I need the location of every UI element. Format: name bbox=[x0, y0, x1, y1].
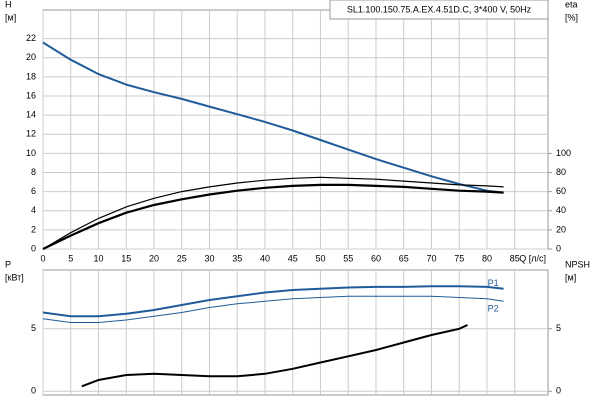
y2-tick-label: 40 bbox=[556, 205, 566, 215]
y-tick-label: 16 bbox=[26, 90, 36, 100]
y2-tick-label: 60 bbox=[556, 186, 566, 196]
x-tick-label: 45 bbox=[288, 253, 298, 263]
x-tick-label: 70 bbox=[426, 253, 436, 263]
y2-tick-label: 20 bbox=[556, 224, 566, 234]
x-tick-label: 0 bbox=[40, 253, 45, 263]
y-tick-label: 5 bbox=[31, 323, 36, 333]
y-tick-label: 2 bbox=[31, 224, 36, 234]
y-tick-label: 18 bbox=[26, 71, 36, 81]
x-tick-label: 5 bbox=[68, 253, 73, 263]
x-tick-label: 30 bbox=[204, 253, 214, 263]
y2-axis-unit: [м] bbox=[565, 272, 576, 282]
x-tick-label: 60 bbox=[371, 253, 381, 263]
y-tick-label: 4 bbox=[31, 205, 36, 215]
y-axis-label: H bbox=[5, 0, 12, 9]
y2-tick-label: 0 bbox=[556, 386, 561, 396]
series-line bbox=[42, 176, 504, 250]
y-tick-label: 0 bbox=[31, 386, 36, 396]
y2-axis-label: eta bbox=[565, 0, 578, 9]
x-tick-label: 20 bbox=[149, 253, 159, 263]
x-tick-label: 85 bbox=[510, 253, 520, 263]
y-tick-label: 20 bbox=[26, 52, 36, 62]
y-tick-label: 22 bbox=[26, 33, 36, 43]
series-line bbox=[42, 41, 504, 194]
series-line bbox=[81, 324, 468, 388]
y2-axis-unit: [%] bbox=[565, 12, 578, 22]
plot-area bbox=[42, 9, 549, 250]
title-box bbox=[329, 0, 549, 20]
y2-tick-label: 0 bbox=[556, 243, 561, 253]
series-label: P2 bbox=[488, 304, 499, 314]
x-tick-label: 65 bbox=[399, 253, 409, 263]
x-tick-label: 15 bbox=[121, 253, 131, 263]
y-axis-unit: [кВт] bbox=[5, 272, 24, 282]
series-line bbox=[42, 285, 504, 318]
x-tick-label: 35 bbox=[232, 253, 242, 263]
x-tick-label: 40 bbox=[260, 253, 270, 263]
y-tick-label: 6 bbox=[31, 186, 36, 196]
y-tick-label: 12 bbox=[26, 129, 36, 139]
y-axis-unit: [м] bbox=[5, 12, 16, 22]
y-tick-label: 14 bbox=[26, 110, 36, 120]
y-tick-label: 0 bbox=[31, 243, 36, 253]
x-tick-label: 80 bbox=[482, 253, 492, 263]
x-tick-label: 75 bbox=[454, 253, 464, 263]
y-tick-label: 10 bbox=[26, 148, 36, 158]
x-tick-label: 25 bbox=[177, 253, 187, 263]
series-line bbox=[42, 183, 504, 250]
chart-title: SL1.100.150.75.A.EX.4.51D.C, 3*400 V, 50… bbox=[347, 4, 532, 14]
series-label: P1 bbox=[488, 278, 499, 288]
series-line bbox=[42, 295, 504, 323]
x-tick-label: 55 bbox=[343, 253, 353, 263]
y2-tick-label: 5 bbox=[556, 323, 561, 333]
x-tick-label: 10 bbox=[93, 253, 103, 263]
y2-axis-label: NPSH bbox=[565, 259, 590, 269]
x-tick-label: 50 bbox=[315, 253, 325, 263]
y-axis-label: P bbox=[5, 259, 11, 269]
y-tick-label: 8 bbox=[31, 167, 36, 177]
x-axis-label: Q [л/с] bbox=[519, 253, 546, 263]
y2-tick-label: 80 bbox=[556, 167, 566, 177]
y2-tick-label: 100 bbox=[556, 148, 571, 158]
